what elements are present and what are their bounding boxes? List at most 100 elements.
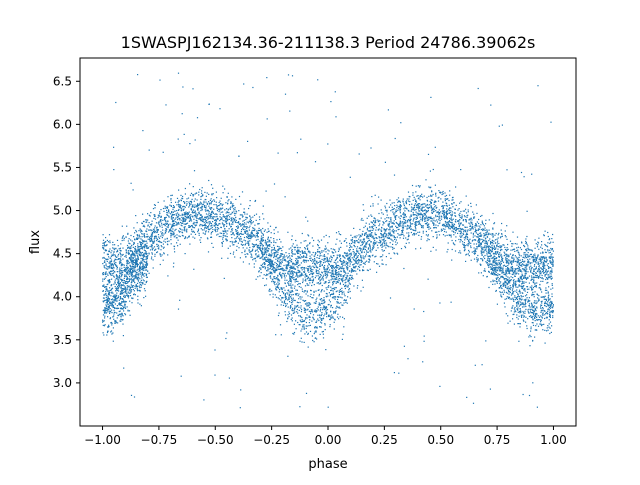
data-point — [542, 266, 545, 268]
data-point — [414, 214, 416, 216]
data-point — [412, 211, 414, 214]
data-point — [367, 255, 369, 257]
data-point — [318, 268, 321, 270]
data-point — [161, 232, 163, 235]
data-point — [313, 284, 315, 286]
data-point — [486, 250, 488, 252]
data-point — [299, 264, 301, 266]
data-point — [345, 266, 348, 268]
data-point — [411, 184, 414, 187]
data-point — [104, 277, 106, 279]
data-point — [451, 215, 453, 217]
data-point — [287, 262, 289, 264]
data-point — [472, 239, 474, 241]
data-point — [335, 263, 337, 265]
data-point — [399, 210, 401, 212]
data-point — [170, 227, 172, 229]
data-point — [319, 264, 321, 266]
data-point — [159, 224, 161, 226]
data-point — [190, 214, 192, 216]
data-point — [472, 211, 474, 213]
data-point — [330, 265, 332, 267]
data-point — [398, 208, 400, 210]
data-point — [297, 267, 299, 269]
data-point — [394, 241, 397, 243]
data-point — [547, 292, 549, 294]
data-point — [253, 229, 255, 232]
data-point — [505, 257, 507, 259]
data-point — [231, 228, 234, 230]
data-point — [122, 258, 124, 260]
data-point — [402, 216, 404, 218]
data-point — [112, 253, 114, 255]
data-point — [272, 266, 275, 269]
data-point — [159, 241, 161, 243]
data-point — [403, 222, 406, 224]
data-point — [471, 221, 473, 223]
data-point — [212, 231, 214, 233]
data-point — [383, 240, 385, 242]
data-point — [532, 276, 535, 278]
data-point — [549, 272, 551, 274]
data-point — [452, 228, 454, 230]
data-point — [460, 231, 462, 233]
data-point — [343, 291, 345, 293]
data-point — [111, 278, 113, 280]
data-point — [533, 259, 535, 261]
data-point — [438, 217, 440, 219]
data-point — [210, 198, 212, 200]
data-point — [486, 252, 488, 254]
data-point — [367, 230, 369, 232]
data-point — [468, 222, 470, 224]
data-point — [306, 275, 308, 277]
data-point — [206, 216, 209, 218]
data-point — [119, 247, 121, 249]
data-point — [353, 251, 355, 253]
data-point — [370, 221, 372, 223]
data-point — [249, 225, 251, 227]
data-point — [546, 273, 548, 275]
data-point — [530, 271, 532, 273]
data-point — [538, 271, 540, 273]
data-point — [302, 278, 304, 280]
data-point — [430, 217, 432, 220]
data-point — [349, 255, 351, 257]
data-point — [197, 212, 199, 214]
data-point — [482, 275, 484, 277]
data-point — [185, 223, 187, 225]
data-point — [363, 209, 365, 211]
data-point — [493, 245, 495, 247]
data-point — [179, 217, 181, 219]
data-point — [369, 239, 371, 241]
data-point — [207, 218, 209, 220]
data-point — [479, 244, 481, 246]
data-point — [359, 228, 361, 231]
data-point — [431, 199, 433, 201]
data-point — [309, 258, 311, 260]
data-point — [477, 229, 479, 231]
data-point — [134, 246, 137, 248]
data-point — [290, 279, 292, 281]
data-point — [308, 284, 310, 286]
data-point — [327, 282, 330, 284]
data-point — [274, 269, 276, 271]
data-point — [316, 267, 318, 269]
data-point — [427, 238, 429, 240]
data-point — [523, 289, 525, 291]
data-point — [492, 262, 494, 264]
data-point — [348, 289, 350, 291]
data-point — [148, 229, 150, 231]
data-point — [366, 229, 368, 231]
data-point — [482, 229, 484, 231]
data-point — [227, 219, 229, 221]
data-point — [127, 260, 129, 263]
data-point — [228, 223, 231, 225]
data-point — [212, 193, 214, 195]
data-point — [480, 264, 482, 266]
data-point — [511, 266, 513, 268]
data-point — [426, 210, 428, 212]
data-point — [433, 222, 435, 224]
data-point — [166, 214, 168, 216]
data-point — [547, 274, 549, 276]
data-point — [438, 209, 440, 211]
